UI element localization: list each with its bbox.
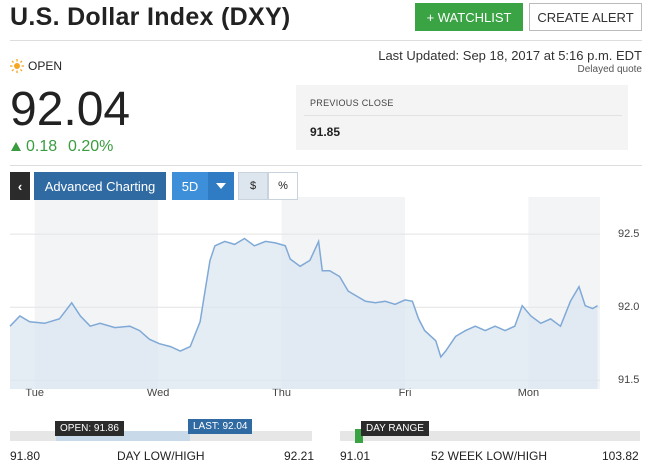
change: 0.18 <box>26 138 58 155</box>
range-button[interactable]: 5D <box>172 172 208 200</box>
x-tick-label: Wed <box>147 387 169 399</box>
x-tick-label: Thu <box>272 387 291 399</box>
delayed-note: Delayed quote <box>577 64 643 75</box>
y-tick-label: 91.5 <box>618 374 639 386</box>
line-area <box>10 238 598 389</box>
dollar-toggle[interactable]: $ <box>238 172 268 200</box>
previous-close: 91.85 <box>310 125 341 139</box>
sun-icon <box>10 59 24 73</box>
divider <box>10 40 642 41</box>
x-tick-label: Mon <box>518 387 539 399</box>
chart: 92.5 92.0 91.5 Tue Wed Thu Fri Mon <box>9 197 639 399</box>
range-dropdown[interactable] <box>208 172 234 200</box>
back-button[interactable]: ‹ <box>10 172 30 200</box>
x-tick-label: Fri <box>399 387 412 399</box>
y-tick-label: 92.5 <box>618 228 639 240</box>
previous-close-label: PREVIOUS CLOSE <box>310 98 394 108</box>
up-arrow <box>11 142 21 151</box>
day-range-label: DAY LOW/HIGH <box>117 449 205 463</box>
y-tick-label: 92.0 <box>618 301 639 313</box>
create-alert-button[interactable]: CREATE ALERT <box>529 3 642 31</box>
price: 92.04 <box>10 83 131 136</box>
week52-marker <box>355 429 363 443</box>
page-title: U.S. Dollar Index (DXY) <box>10 3 291 31</box>
week52-low: 91.01 <box>340 449 371 463</box>
divider <box>10 165 642 166</box>
day-low: 91.80 <box>10 449 41 463</box>
day-range-flag: DAY RANGE <box>361 421 429 436</box>
week52-high: 103.82 <box>602 449 639 463</box>
advanced-charting-button[interactable]: Advanced Charting <box>34 172 166 200</box>
day-high: 92.21 <box>284 449 315 463</box>
week52-bar <box>340 431 640 441</box>
week52-label: 52 WEEK LOW/HIGH <box>431 449 548 463</box>
day-range-fill <box>56 431 190 441</box>
change-percent: 0.20% <box>68 138 114 155</box>
x-tick-label: Tue <box>25 387 44 399</box>
market-status: OPEN <box>28 59 63 73</box>
open-flag: OPEN: 91.86 <box>55 421 124 436</box>
divider <box>304 115 622 116</box>
percent-toggle[interactable]: % <box>268 172 298 200</box>
last-updated: Last Updated: Sep 18, 2017 at 5:16 p.m. … <box>378 48 642 63</box>
watchlist-button[interactable]: + WATCHLIST <box>415 3 523 31</box>
previous-close-box <box>296 85 628 150</box>
line <box>9 237 598 359</box>
last-flag: LAST: 92.04 <box>188 419 253 434</box>
